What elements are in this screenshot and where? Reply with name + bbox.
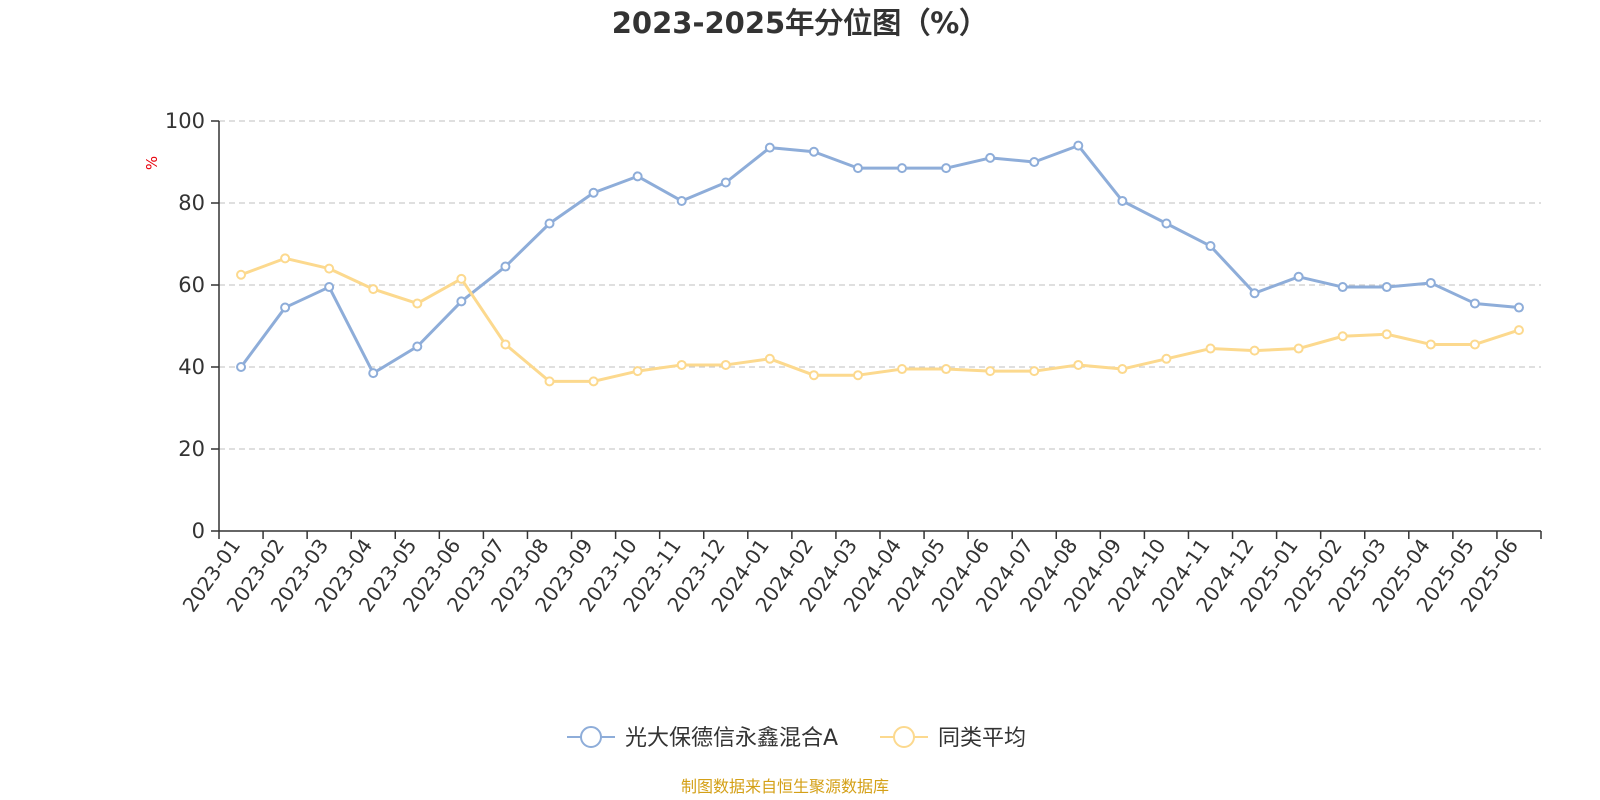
- legend-label: 同类平均: [938, 726, 1026, 751]
- data-point[interactable]: [720, 359, 731, 370]
- data-point[interactable]: [897, 163, 908, 174]
- data-point[interactable]: [1293, 343, 1304, 354]
- series-2: [236, 253, 1524, 387]
- data-point[interactable]: [1117, 195, 1128, 206]
- data-point[interactable]: [808, 146, 819, 157]
- data-point[interactable]: [1513, 325, 1524, 336]
- data-point[interactable]: [720, 177, 731, 188]
- data-point[interactable]: [852, 163, 863, 174]
- data-point[interactable]: [544, 376, 555, 387]
- legend-label: 光大保德信永鑫混合A: [625, 726, 838, 751]
- data-point[interactable]: [1469, 339, 1480, 350]
- data-point[interactable]: [985, 366, 996, 377]
- data-point[interactable]: [1073, 140, 1084, 151]
- series-line: [239, 144, 1520, 375]
- data-point[interactable]: [1249, 345, 1260, 356]
- data-point[interactable]: [368, 284, 379, 295]
- data-point[interactable]: [1513, 302, 1524, 313]
- data-point[interactable]: [1425, 339, 1436, 350]
- data-point[interactable]: [1381, 282, 1392, 293]
- legend-marker-icon: [580, 726, 602, 748]
- axes: [211, 120, 1542, 539]
- data-point[interactable]: [1337, 282, 1348, 293]
- data-point[interactable]: [1381, 329, 1392, 340]
- data-point[interactable]: [324, 282, 335, 293]
- data-point[interactable]: [500, 339, 511, 350]
- data-point[interactable]: [676, 195, 687, 206]
- y-tick-label: 0: [192, 519, 205, 543]
- data-point[interactable]: [1029, 366, 1040, 377]
- y-tick-label: 20: [178, 437, 205, 461]
- data-point[interactable]: [941, 163, 952, 174]
- data-point[interactable]: [1073, 359, 1084, 370]
- legend-item-1[interactable]: 光大保德信永鑫混合A: [567, 726, 838, 751]
- data-point[interactable]: [280, 302, 291, 313]
- y-tick-label: 100: [165, 109, 205, 133]
- legend[interactable]: 光大保德信永鑫混合A 同类平均: [567, 726, 1026, 751]
- data-point[interactable]: [808, 370, 819, 381]
- data-point[interactable]: [764, 142, 775, 153]
- data-point[interactable]: [412, 341, 423, 352]
- series-line: [240, 256, 1520, 383]
- x-tick-labels: 2023-012023-022023-032023-042023-052023-…: [178, 534, 1524, 616]
- legend-marker-icon: [893, 726, 915, 748]
- data-point[interactable]: [632, 366, 643, 377]
- data-point[interactable]: [1029, 157, 1040, 167]
- data-point[interactable]: [544, 218, 555, 229]
- data-point[interactable]: [632, 171, 643, 182]
- grid-lines: [219, 120, 1541, 450]
- data-point[interactable]: [764, 353, 775, 364]
- source-note: 制图数据来自恒生聚源数据库: [681, 777, 889, 796]
- data-point[interactable]: [1117, 364, 1128, 375]
- data-point[interactable]: [941, 364, 952, 375]
- data-point[interactable]: [412, 298, 423, 309]
- data-point[interactable]: [236, 269, 247, 280]
- data-point[interactable]: [676, 359, 687, 370]
- data-point[interactable]: [588, 187, 599, 198]
- data-point[interactable]: [456, 296, 467, 307]
- data-point[interactable]: [852, 370, 863, 381]
- data-point[interactable]: [985, 152, 996, 163]
- data-point[interactable]: [456, 273, 467, 284]
- data-point[interactable]: [588, 376, 599, 387]
- y-tick-label: 40: [178, 355, 205, 379]
- y-axis-unit: %: [143, 156, 161, 170]
- y-tick-label: 60: [178, 273, 205, 297]
- data-point[interactable]: [324, 263, 335, 274]
- data-point[interactable]: [1161, 353, 1172, 364]
- series-lines: [236, 140, 1524, 387]
- data-point[interactable]: [1337, 331, 1348, 342]
- data-point[interactable]: [280, 253, 291, 264]
- series-1: [236, 140, 1524, 379]
- y-tick-label: 80: [178, 191, 205, 215]
- data-point[interactable]: [1161, 218, 1172, 229]
- data-point[interactable]: [1469, 298, 1480, 309]
- data-point[interactable]: [1205, 241, 1216, 252]
- data-point[interactable]: [236, 362, 247, 372]
- data-point[interactable]: [1205, 343, 1216, 354]
- data-point[interactable]: [1293, 271, 1304, 282]
- legend-item-2[interactable]: 同类平均: [880, 726, 1026, 751]
- data-point[interactable]: [897, 364, 908, 375]
- data-point[interactable]: [368, 368, 379, 379]
- y-tick-labels: 0 20 40 60 80 100: [165, 109, 205, 543]
- data-point[interactable]: [1425, 277, 1436, 288]
- data-point[interactable]: [1249, 288, 1260, 299]
- chart-title: 2023-2025年分位图（%）: [612, 6, 989, 40]
- data-point[interactable]: [500, 261, 511, 272]
